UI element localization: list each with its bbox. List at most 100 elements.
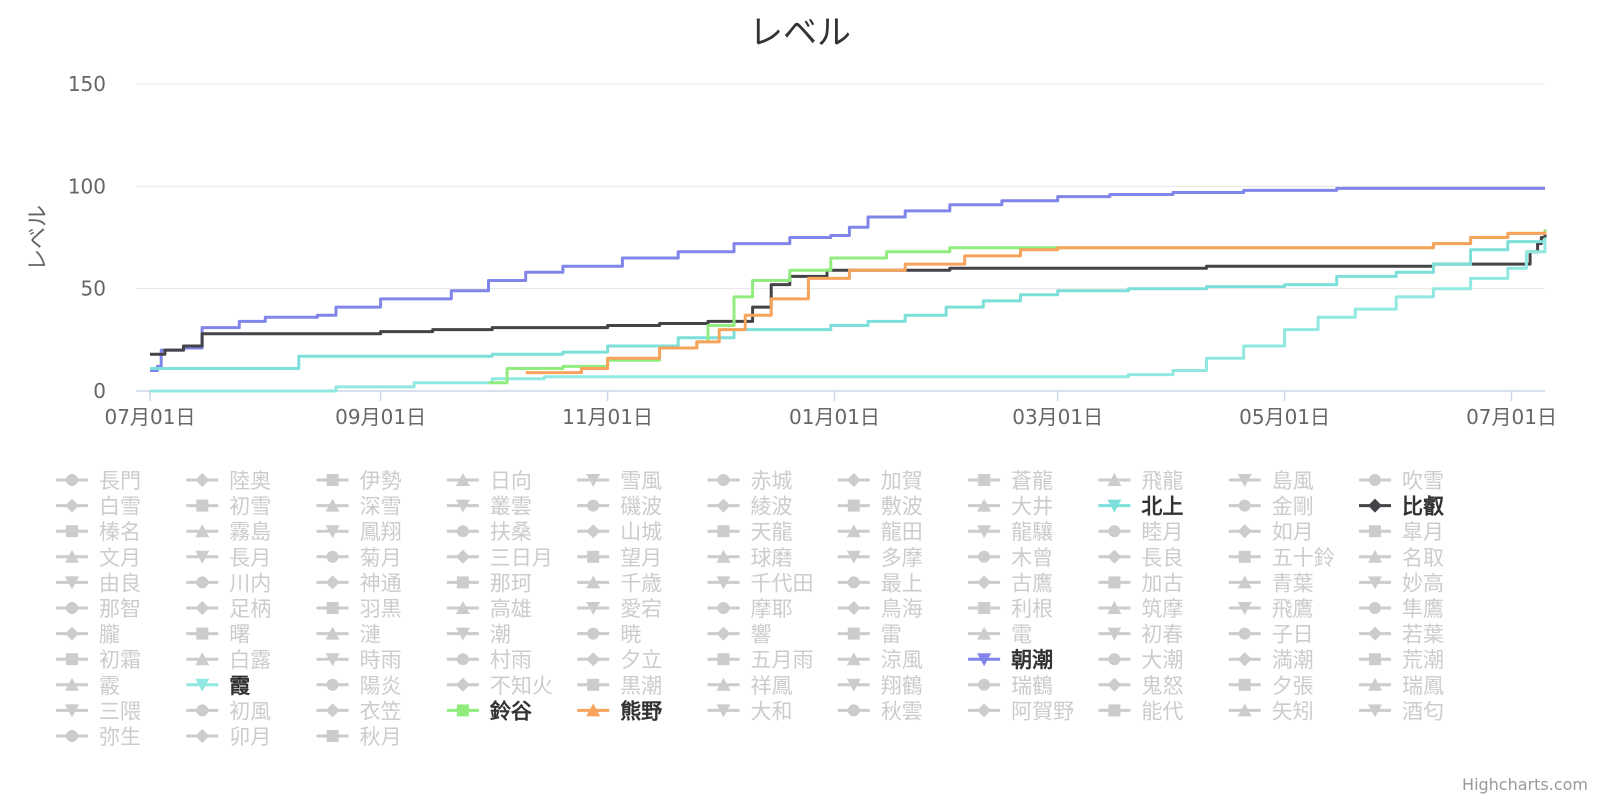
legend-item-山城[interactable]: 山城: [577, 520, 662, 544]
legend-item-那智[interactable]: 那智: [56, 597, 141, 621]
legend-item-満潮[interactable]: 満潮: [1228, 648, 1314, 672]
legend-item-長門[interactable]: 長門: [56, 469, 141, 493]
legend-item-長良[interactable]: 長良: [1098, 546, 1183, 570]
legend-item-鈴谷[interactable]: 鈴谷: [446, 699, 533, 723]
legend-item-初春[interactable]: 初春: [1098, 623, 1183, 647]
legend-item-霞[interactable]: 霞: [186, 674, 251, 698]
series-line-比叡[interactable]: [150, 231, 1547, 356]
legend-item-初風[interactable]: 初風: [186, 699, 271, 723]
legend-item-三隈[interactable]: 三隈: [56, 699, 141, 723]
legend-item-初雪[interactable]: 初雪: [186, 495, 271, 519]
legend-item-島風[interactable]: 島風: [1228, 469, 1314, 493]
legend-item-金剛[interactable]: 金剛: [1228, 495, 1314, 519]
legend-item-涼風[interactable]: 涼風: [837, 648, 923, 672]
legend-item-鳳翔[interactable]: 鳳翔: [316, 520, 402, 544]
legend-item-青葉[interactable]: 青葉: [1228, 571, 1314, 595]
legend-item-皐月[interactable]: 皐月: [1359, 520, 1444, 544]
legend-item-電[interactable]: 電: [968, 623, 1032, 647]
legend-item-三日月[interactable]: 三日月: [446, 546, 553, 570]
legend-item-最上[interactable]: 最上: [837, 571, 923, 595]
legend-item-大潮[interactable]: 大潮: [1098, 648, 1183, 672]
legend-item-文月[interactable]: 文月: [56, 546, 141, 570]
legend-item-加賀[interactable]: 加賀: [837, 469, 923, 493]
legend-item-弥生[interactable]: 弥生: [56, 725, 141, 749]
legend-item-鳥海[interactable]: 鳥海: [837, 597, 923, 621]
legend-item-加古[interactable]: 加古: [1098, 571, 1183, 595]
legend-item-敷波[interactable]: 敷波: [837, 495, 923, 519]
legend-item-矢矧[interactable]: 矢矧: [1228, 699, 1314, 723]
legend-item-赤城[interactable]: 赤城: [707, 469, 793, 493]
legend-item-磯波[interactable]: 磯波: [577, 495, 662, 519]
legend-item-隼鷹[interactable]: 隼鷹: [1359, 597, 1444, 621]
legend-item-曙[interactable]: 曙: [186, 623, 250, 647]
legend-item-綾波[interactable]: 綾波: [707, 495, 793, 519]
legend-item-村雨[interactable]: 村雨: [446, 648, 532, 672]
legend-item-叢雲[interactable]: 叢雲: [446, 495, 532, 519]
legend-item-荒潮[interactable]: 荒潮: [1359, 648, 1444, 672]
legend-item-榛名[interactable]: 榛名: [56, 520, 141, 544]
legend-item-朧[interactable]: 朧: [56, 623, 120, 647]
legend-item-時雨[interactable]: 時雨: [316, 648, 402, 672]
legend-item-鬼怒[interactable]: 鬼怒: [1098, 674, 1183, 698]
legend-item-能代[interactable]: 能代: [1098, 699, 1183, 723]
legend-item-子日[interactable]: 子日: [1228, 623, 1314, 647]
legend-item-祥鳳[interactable]: 祥鳳: [707, 674, 793, 698]
legend-item-深雪[interactable]: 深雪: [316, 495, 402, 519]
legend-item-白露[interactable]: 白露: [186, 648, 271, 672]
legend-item-筑摩[interactable]: 筑摩: [1098, 597, 1183, 621]
legend-item-夕張[interactable]: 夕張: [1228, 674, 1314, 698]
legend-item-天龍[interactable]: 天龍: [707, 520, 793, 544]
legend-item-摩耶[interactable]: 摩耶: [707, 597, 793, 621]
legend-item-利根[interactable]: 利根: [968, 597, 1053, 621]
legend-item-名取[interactable]: 名取: [1359, 546, 1444, 570]
legend-item-球磨[interactable]: 球磨: [707, 546, 793, 570]
legend-item-大井[interactable]: 大井: [968, 495, 1053, 519]
legend-item-高雄[interactable]: 高雄: [446, 597, 532, 621]
legend-item-五月雨[interactable]: 五月雨: [707, 648, 814, 672]
legend-item-夕立[interactable]: 夕立: [577, 648, 662, 672]
legend-item-飛鷹[interactable]: 飛鷹: [1228, 597, 1314, 621]
credits-link[interactable]: Highcharts.com: [1462, 775, 1588, 794]
legend-item-卯月[interactable]: 卯月: [186, 725, 271, 749]
legend-item-陸奥[interactable]: 陸奥: [186, 469, 271, 493]
legend-item-吹雪[interactable]: 吹雪: [1359, 469, 1444, 493]
legend-item-阿賀野[interactable]: 阿賀野: [968, 699, 1074, 723]
legend-item-扶桑[interactable]: 扶桑: [446, 520, 532, 544]
legend-item-若葉[interactable]: 若葉: [1359, 623, 1444, 647]
legend-item-朝潮[interactable]: 朝潮: [968, 648, 1053, 672]
legend-item-神通[interactable]: 神通: [316, 571, 402, 595]
legend-item-翔鶴[interactable]: 翔鶴: [837, 674, 923, 698]
legend-item-霰[interactable]: 霰: [56, 674, 120, 698]
legend-item-由良[interactable]: 由良: [56, 571, 141, 595]
legend-item-蒼龍[interactable]: 蒼龍: [968, 469, 1053, 493]
legend-item-黒潮[interactable]: 黒潮: [577, 674, 662, 698]
legend-item-五十鈴[interactable]: 五十鈴: [1228, 546, 1335, 570]
legend-item-秋雲[interactable]: 秋雲: [837, 699, 923, 723]
legend-item-飛龍[interactable]: 飛龍: [1098, 469, 1183, 493]
legend-item-霧島[interactable]: 霧島: [186, 520, 271, 544]
legend-item-陽炎[interactable]: 陽炎: [316, 674, 402, 698]
series-line-霞[interactable]: [150, 237, 1547, 393]
legend-item-比叡[interactable]: 比叡: [1359, 495, 1444, 519]
legend-item-長月[interactable]: 長月: [186, 546, 271, 570]
legend-item-菊月[interactable]: 菊月: [316, 546, 402, 570]
legend-item-雷[interactable]: 雷: [837, 623, 902, 647]
legend-item-熊野[interactable]: 熊野: [577, 699, 662, 723]
legend-item-潮[interactable]: 潮: [446, 623, 511, 647]
series-line-北上[interactable]: [150, 237, 1547, 370]
legend-item-秋月[interactable]: 秋月: [316, 725, 402, 749]
legend-item-初霜[interactable]: 初霜: [56, 648, 141, 672]
legend-item-衣笠[interactable]: 衣笠: [316, 699, 402, 723]
legend-item-望月[interactable]: 望月: [577, 546, 662, 570]
legend-item-古鷹[interactable]: 古鷹: [968, 571, 1053, 595]
legend-item-大和[interactable]: 大和: [707, 699, 793, 723]
legend-item-不知火[interactable]: 不知火: [446, 674, 553, 698]
legend-item-暁[interactable]: 暁: [577, 623, 641, 647]
legend-item-千代田[interactable]: 千代田: [707, 571, 814, 595]
legend-item-龍驤[interactable]: 龍驤: [968, 520, 1053, 544]
legend-item-愛宕[interactable]: 愛宕: [577, 597, 662, 621]
legend-item-龍田[interactable]: 龍田: [837, 520, 923, 544]
legend-item-妙高[interactable]: 妙高: [1359, 571, 1444, 595]
legend-item-漣[interactable]: 漣: [316, 623, 381, 647]
